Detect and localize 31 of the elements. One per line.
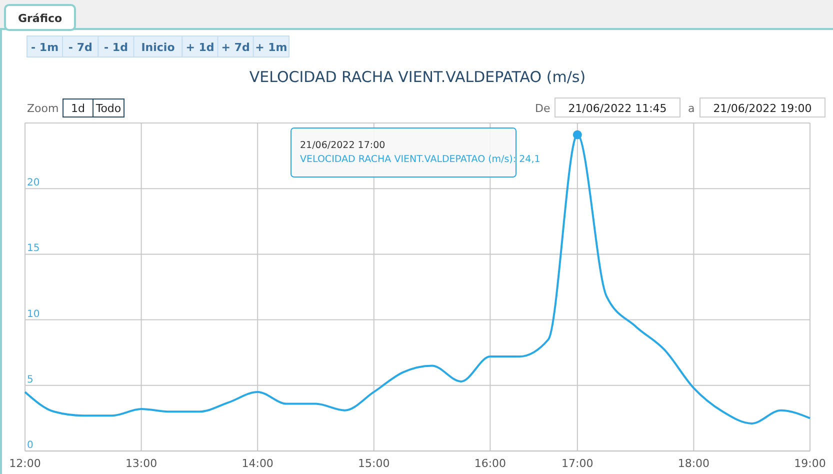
date-field: 21/06/2022 11:45 (554, 98, 680, 118)
chart-title: VELOCIDAD RACHA VIENT.VALDEPATAO (m/s) (249, 68, 586, 86)
x-tick-label: 15:00 (358, 457, 390, 470)
zoom-button: Todo (92, 98, 124, 118)
nav-button: Inicio (133, 36, 183, 58)
y-tick-label: 5 (27, 374, 34, 386)
nav-button: - 1m (26, 36, 64, 58)
y-tick-label: 15 (27, 243, 40, 254)
annotation: 21/06/2022 17:00 (300, 140, 386, 151)
text: De (535, 102, 550, 115)
date-field: 21/06/2022 19:00 (700, 98, 826, 118)
zoom-button: 1d (62, 98, 94, 118)
annotation: VELOCIDAD RACHA VIENT.VALDEPATAO (m/s): 24,1 (300, 154, 540, 165)
nav-button: + 7d (217, 36, 254, 58)
y-tick-label: 20 (27, 178, 40, 189)
x-tick-label: 19:00 (794, 457, 826, 470)
x-tick-label: 12:00 (9, 457, 41, 470)
y-tick-label: 10 (27, 308, 40, 320)
nav-button: - 1d (98, 36, 134, 58)
nav-button: - 7d (62, 36, 99, 58)
x-tick-label: 16:00 (474, 457, 506, 470)
nav-button: + 1d (182, 36, 218, 58)
y-tick-label: 0 (27, 440, 34, 451)
text: Zoom (27, 102, 59, 115)
x-tick-label: 17:00 (562, 457, 594, 470)
text: a (688, 102, 695, 115)
tab: Gráfico (4, 4, 76, 31)
nav-button: + 1m (252, 36, 290, 58)
x-tick-label: 18:00 (678, 457, 710, 470)
x-tick-label: 14:00 (242, 457, 274, 470)
x-tick-label: 13:00 (125, 457, 158, 470)
